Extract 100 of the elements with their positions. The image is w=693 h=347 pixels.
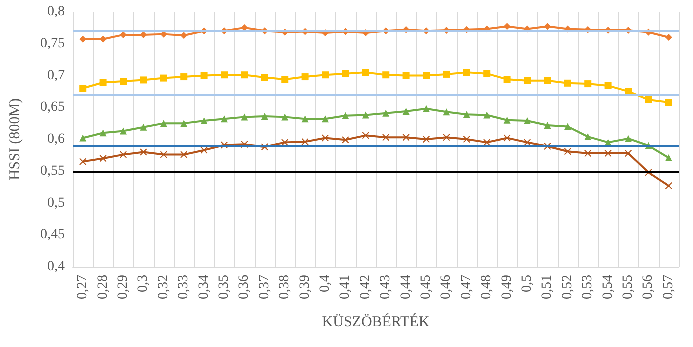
point — [100, 130, 107, 137]
point — [604, 150, 612, 158]
point — [100, 79, 107, 86]
x-tick-label: 0,55 — [621, 275, 636, 300]
point — [463, 136, 470, 143]
x-tick-label: 0,52 — [560, 275, 576, 300]
point — [241, 114, 248, 121]
point — [423, 72, 430, 80]
x-tick-label: 0,41 — [338, 275, 354, 300]
point — [200, 146, 208, 154]
point — [80, 134, 87, 142]
point — [302, 116, 309, 123]
point — [120, 78, 127, 85]
point — [342, 112, 350, 120]
x-tick-label: 0,3 — [136, 275, 152, 292]
point — [544, 122, 552, 129]
y-tick-label: 0,7 — [48, 68, 65, 84]
point — [604, 82, 612, 90]
point — [362, 132, 370, 140]
point — [564, 123, 572, 130]
point — [504, 76, 511, 84]
point — [443, 108, 450, 116]
point — [342, 70, 350, 78]
x-tick-label: 0,4 — [318, 275, 333, 292]
x-tick-label: 0,33 — [176, 275, 192, 300]
point — [443, 70, 450, 78]
point — [665, 182, 672, 190]
point — [80, 158, 87, 166]
point — [423, 105, 430, 112]
point — [120, 31, 127, 38]
point — [180, 74, 188, 81]
y-tick-label: 0,4 — [48, 260, 65, 274]
point — [80, 36, 87, 43]
point — [524, 77, 531, 84]
point — [584, 133, 592, 140]
point — [362, 69, 370, 76]
point — [282, 114, 289, 121]
x-tick-label: 0,42 — [358, 275, 374, 300]
point — [402, 72, 410, 80]
point — [504, 23, 511, 30]
point — [484, 70, 491, 78]
point — [140, 76, 148, 84]
point — [504, 116, 511, 124]
point — [382, 110, 390, 117]
x-tick-label: 0,32 — [156, 275, 172, 300]
x-tick-label: 0,39 — [298, 275, 313, 300]
x-tick-label: 0,57 — [661, 275, 676, 300]
point — [120, 128, 127, 135]
point — [665, 34, 672, 41]
x-tick-label: 0,5 — [520, 275, 535, 292]
x-tick-label: 0,51 — [540, 275, 556, 300]
point — [584, 80, 592, 88]
point — [140, 148, 148, 156]
point — [382, 72, 390, 79]
y-tick-label: 0,65 — [40, 100, 65, 116]
point — [140, 31, 148, 38]
point — [544, 23, 552, 30]
point — [665, 154, 672, 162]
x-tick-label: 0,29 — [116, 275, 131, 300]
point — [322, 72, 329, 79]
point — [504, 134, 511, 142]
point — [261, 74, 268, 82]
point — [282, 76, 289, 84]
x-tick-label: 0,44 — [398, 275, 414, 300]
y-tick-label: 0,8 — [48, 4, 65, 20]
x-tick-label: 0,35 — [217, 275, 232, 300]
point — [180, 32, 188, 40]
point — [180, 151, 188, 158]
point — [160, 151, 168, 158]
point — [382, 134, 390, 142]
x-tick-label: 0,28 — [96, 275, 111, 300]
x-tick-label: 0,49 — [500, 275, 515, 300]
y-tick-label: 0,75 — [40, 36, 65, 52]
point — [564, 80, 572, 87]
y-tick-label: 0,45 — [40, 228, 65, 243]
y-tick-label: 0,6 — [48, 132, 65, 147]
x-tick-label: 0,47 — [459, 275, 474, 300]
x-tick-label: 0,27 — [76, 275, 91, 300]
point — [584, 150, 592, 158]
point — [322, 116, 329, 123]
point — [221, 72, 228, 79]
x-tick-label: 0,43 — [378, 275, 394, 300]
x-tick-label: 0,36 — [237, 275, 252, 300]
point — [160, 74, 168, 82]
point — [362, 112, 370, 119]
point — [200, 118, 208, 125]
point — [564, 148, 572, 156]
point — [140, 124, 148, 131]
point — [100, 155, 107, 162]
point — [342, 136, 350, 144]
y-tick-label: 0,5 — [48, 196, 65, 211]
point — [200, 72, 208, 80]
point — [402, 134, 410, 142]
point — [665, 99, 672, 106]
point — [423, 136, 430, 143]
point — [625, 150, 632, 158]
point — [463, 69, 470, 76]
point — [180, 120, 188, 128]
point — [463, 111, 470, 118]
x-tick-label: 0,56 — [641, 275, 656, 300]
